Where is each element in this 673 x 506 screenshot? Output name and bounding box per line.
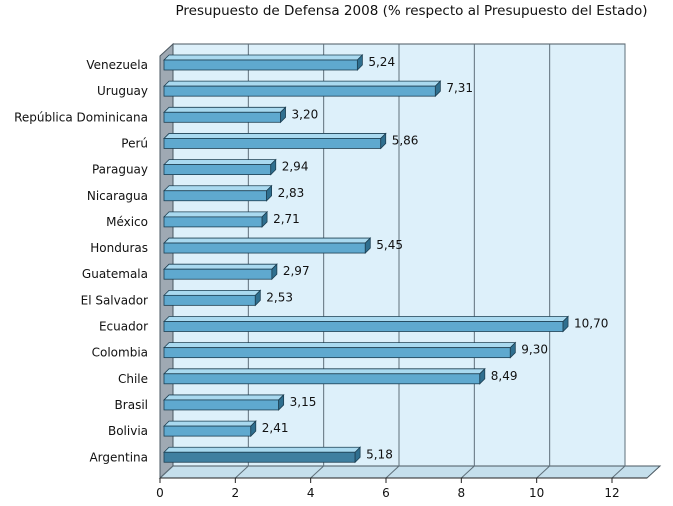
category-label: Paraguay <box>92 163 148 177</box>
bar-side-face <box>562 315 569 333</box>
bar-side-face <box>354 446 361 464</box>
bar-side-face <box>254 289 261 307</box>
bar <box>163 373 481 385</box>
bar <box>163 85 436 97</box>
x-tick-label: 2 <box>232 486 240 500</box>
data-label: 2,41 <box>262 421 289 435</box>
bar-top-face <box>163 394 285 401</box>
bar <box>163 216 263 228</box>
floor-gridline <box>234 465 249 479</box>
bar-top-face <box>163 420 257 427</box>
bar-side-face <box>271 263 278 281</box>
bar <box>163 451 356 463</box>
bar-top-face <box>163 446 362 453</box>
data-label: 9,30 <box>521 343 548 357</box>
category-label: Brasil <box>115 398 148 412</box>
data-label: 8,49 <box>491 369 518 383</box>
bar <box>163 425 252 437</box>
bar-side-face <box>509 341 516 359</box>
bar <box>163 111 281 123</box>
bar-side-face <box>278 393 285 411</box>
bar-side-face <box>479 367 486 385</box>
data-label: 2,83 <box>278 186 305 200</box>
category-label: Guatemala <box>82 267 148 281</box>
floor-gridline <box>159 465 174 479</box>
bar-side-face <box>266 184 272 202</box>
category-label: Honduras <box>90 241 148 255</box>
chart-title: Presupuesto de Defensa 2008 (% respecto … <box>175 3 648 19</box>
bar <box>163 347 511 359</box>
bar-top-face <box>163 289 262 296</box>
category-label: Nicaragua <box>87 189 148 203</box>
bar-top-face <box>163 263 278 270</box>
category-label: Ecuador <box>99 320 148 334</box>
data-label: 3,15 <box>290 395 317 409</box>
floor-gridline <box>385 465 400 479</box>
bar <box>163 138 382 149</box>
bar-top-face <box>163 342 517 349</box>
bar-top-face <box>163 211 269 218</box>
category-label: Bolivia <box>108 424 148 438</box>
data-label: 5,45 <box>376 238 403 252</box>
bar-top-face <box>163 316 569 322</box>
bar <box>163 190 267 202</box>
bar-top-face <box>163 106 287 113</box>
data-label: 2,97 <box>283 264 310 278</box>
data-label: 2,53 <box>266 290 293 304</box>
bar-top-face <box>163 133 387 139</box>
bar <box>163 321 564 332</box>
data-label: 3,20 <box>292 107 319 121</box>
bar <box>163 399 280 411</box>
category-label: Perú <box>121 136 148 150</box>
bar-top-face <box>163 237 372 244</box>
category-label: Venezuela <box>86 58 148 72</box>
floor-gridline <box>460 465 475 479</box>
bar <box>163 294 256 306</box>
bar <box>163 59 358 71</box>
data-label: 2,94 <box>282 160 309 174</box>
bar-side-face <box>261 210 268 228</box>
bar-side-face <box>270 158 277 176</box>
data-label: 5,18 <box>366 447 393 461</box>
bar-side-face <box>356 54 363 71</box>
x-tick-label: 4 <box>307 486 315 500</box>
category-label: República Dominicana <box>14 110 148 124</box>
bar-top-face <box>163 80 442 87</box>
x-tick-label: 10 <box>529 486 544 500</box>
bar <box>163 164 272 176</box>
floor-gridline <box>310 465 325 479</box>
floor-gridline <box>536 465 551 479</box>
bar-top-face <box>163 54 364 61</box>
x-tick-label: 0 <box>156 486 164 500</box>
category-label: Uruguay <box>97 84 148 98</box>
x-tick-label: 8 <box>458 486 466 500</box>
x-tick-label: 12 <box>604 486 619 500</box>
plot-floor <box>158 465 662 479</box>
bar-side-face <box>364 237 371 255</box>
category-label: Chile <box>118 372 148 386</box>
bar-side-face <box>250 420 257 438</box>
data-label: 7,31 <box>446 81 473 95</box>
category-label: Argentina <box>89 450 148 464</box>
bar <box>163 268 273 280</box>
bar-side-face <box>380 132 387 150</box>
x-tick-label: 6 <box>382 486 390 500</box>
category-label: México <box>106 215 148 229</box>
bar-top-face <box>163 368 486 375</box>
bar-side-face <box>434 80 441 98</box>
data-label: 5,86 <box>392 133 419 147</box>
category-label: Colombia <box>92 346 148 360</box>
category-label: El Salvador <box>81 293 148 307</box>
data-label: 10,70 <box>574 317 608 331</box>
bar-side-face <box>280 106 286 124</box>
floor-gridline <box>611 465 626 479</box>
bar-top-face <box>163 159 277 166</box>
bar <box>163 242 366 254</box>
data-label: 5,24 <box>368 55 395 69</box>
data-label: 2,71 <box>273 212 300 226</box>
bar-top-face <box>163 185 273 192</box>
